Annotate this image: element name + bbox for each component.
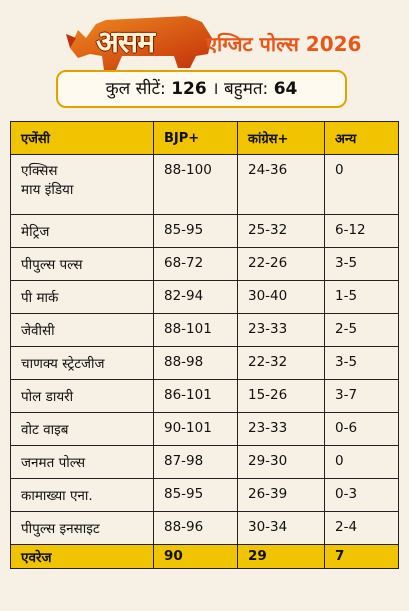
- agency-cell: एक्सिस माय इंडिया: [10, 154, 154, 215]
- majority-value: 64: [273, 79, 298, 99]
- bjp-cell: 87-98: [153, 445, 238, 479]
- table-row: जनमत पोल्स 87-98 29-30 0: [10, 445, 399, 479]
- others-cell: 0-6: [324, 412, 399, 446]
- others-cell: 0: [324, 154, 399, 215]
- average-congress: 29: [237, 544, 325, 569]
- bjp-cell: 85-95: [153, 478, 238, 512]
- agency-cell: मेट्रिज: [10, 214, 154, 248]
- agency-cell: चाणक्य स्ट्रेटजीज: [10, 346, 154, 380]
- bjp-cell: 88-101: [153, 313, 238, 347]
- congress-cell: 29-30: [237, 445, 325, 479]
- agency-cell: वोट वाइब: [10, 412, 154, 446]
- bjp-cell: 90-101: [153, 412, 238, 446]
- header: असम एग्जिट पोल्स 2026: [0, 0, 409, 70]
- total-seats-value: 126: [171, 79, 207, 99]
- bjp-cell: 86-101: [153, 379, 238, 413]
- others-cell: 3-5: [324, 247, 399, 281]
- rhino-icon: [66, 16, 212, 70]
- table-row: पीपुल्स पल्स 68-72 22-26 3-5: [10, 247, 399, 281]
- agency-cell: कामाख्या एना.: [10, 478, 154, 512]
- congress-cell: 22-32: [237, 346, 325, 380]
- others-cell: 3-7: [324, 379, 399, 413]
- average-label: एवरेज: [10, 544, 154, 569]
- table-row: चाणक्य स्ट्रेटजीज 88-98 22-32 3-5: [10, 346, 399, 380]
- others-cell: 1-5: [324, 280, 399, 314]
- average-row: एवरेज 90 29 7: [10, 544, 399, 569]
- congress-cell: 30-40: [237, 280, 325, 314]
- congress-cell: 23-33: [237, 313, 325, 347]
- others-cell: 3-5: [324, 346, 399, 380]
- seats-summary-box: कुल सीटें: 126 । बहुमत: 64: [56, 70, 347, 108]
- others-cell: 0-3: [324, 478, 399, 512]
- brand-logo-text: असम: [96, 25, 155, 60]
- total-seats-label: कुल सीटें:: [105, 79, 166, 99]
- table-row: जेवीसी 88-101 23-33 2-5: [10, 313, 399, 347]
- table-row: पोल डायरी 86-101 15-26 3-7: [10, 379, 399, 413]
- table-header-row: एजेंसी BJP+ कांग्रेस+ अन्य: [10, 121, 399, 155]
- bjp-cell: 68-72: [153, 247, 238, 281]
- congress-cell: 30-34: [237, 511, 325, 545]
- table-row: कामाख्या एना. 85-95 26-39 0-3: [10, 478, 399, 512]
- congress-cell: 15-26: [237, 379, 325, 413]
- bjp-cell: 88-100: [153, 154, 238, 215]
- others-cell: 0: [324, 445, 399, 479]
- others-cell: 6-12: [324, 214, 399, 248]
- agency-cell: पी मार्क: [10, 280, 154, 314]
- bjp-cell: 82-94: [153, 280, 238, 314]
- average-bjp: 90: [153, 544, 238, 569]
- column-header-congress: कांग्रेस+: [237, 121, 325, 155]
- table-row: पीपुल्स इनसाइट 88-96 30-34 2-4: [10, 511, 399, 545]
- congress-cell: 24-36: [237, 154, 325, 215]
- table-row: मेट्रिज 85-95 25-32 6-12: [10, 214, 399, 248]
- majority-label: बहुमत:: [223, 79, 269, 99]
- bjp-cell: 88-98: [153, 346, 238, 380]
- column-header-agency: एजेंसी: [10, 121, 154, 155]
- bjp-cell: 88-96: [153, 511, 238, 545]
- column-header-others: अन्य: [324, 121, 399, 155]
- congress-cell: 22-26: [237, 247, 325, 281]
- average-others: 7: [324, 544, 399, 569]
- exit-poll-table: एजेंसी BJP+ कांग्रेस+ अन्य एक्सिस माय इं…: [10, 121, 399, 569]
- congress-cell: 23-33: [237, 412, 325, 446]
- congress-cell: 26-39: [237, 478, 325, 512]
- agency-cell: जेवीसी: [10, 313, 154, 347]
- table-row: एक्सिस माय इंडिया 88-100 24-36 0: [10, 154, 399, 215]
- agency-cell: पीपुल्स इनसाइट: [10, 511, 154, 545]
- column-header-bjp: BJP+: [153, 121, 238, 155]
- summary-separator: ।: [212, 79, 219, 99]
- table-row: पी मार्क 82-94 30-40 1-5: [10, 280, 399, 314]
- congress-cell: 25-32: [237, 214, 325, 248]
- agency-cell: पोल डायरी: [10, 379, 154, 413]
- agency-cell: जनमत पोल्स: [10, 445, 154, 479]
- table-row: वोट वाइब 90-101 23-33 0-6: [10, 412, 399, 446]
- others-cell: 2-5: [324, 313, 399, 347]
- page-title: एग्जिट पोल्स 2026: [206, 32, 362, 56]
- agency-cell: पीपुल्स पल्स: [10, 247, 154, 281]
- bjp-cell: 85-95: [153, 214, 238, 248]
- others-cell: 2-4: [324, 511, 399, 545]
